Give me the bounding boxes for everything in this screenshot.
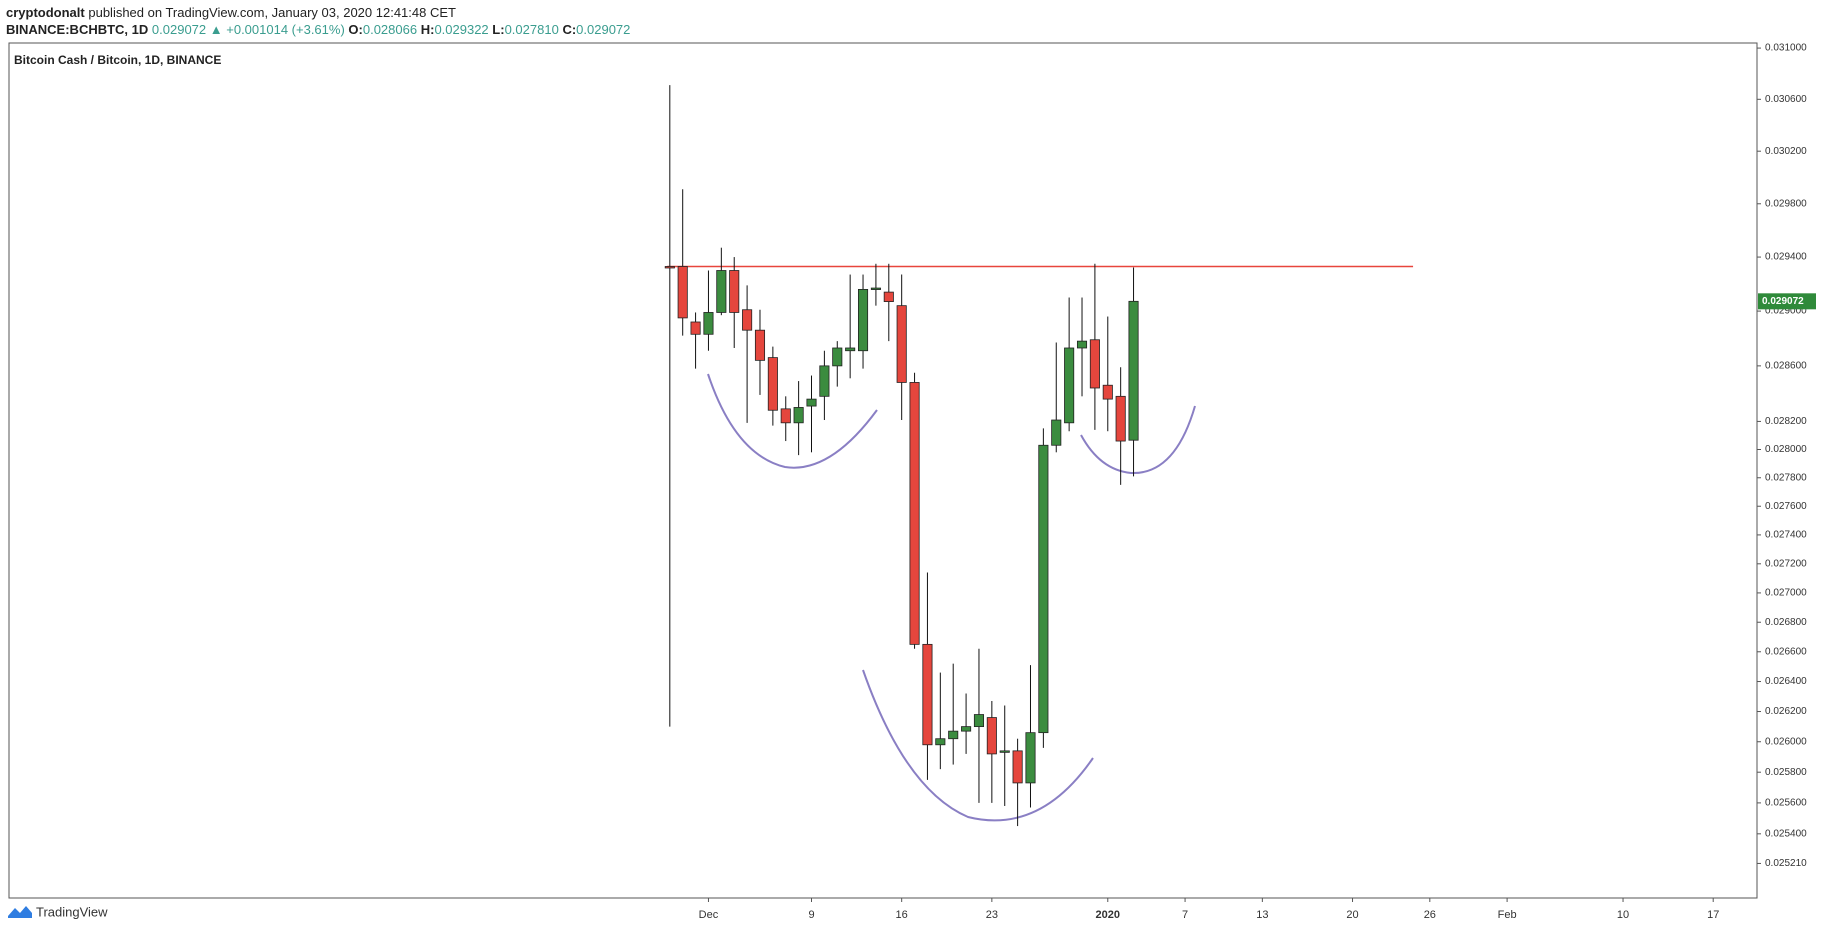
candle-body: [973, 714, 985, 728]
ohlc-key: O:: [348, 22, 363, 37]
header-line: cryptodonalt published on TradingView.co…: [6, 4, 630, 21]
candle-body: [742, 309, 753, 331]
brand: TradingView: [36, 904, 108, 919]
candle-body: [1064, 347, 1075, 424]
candle-body: [1076, 340, 1088, 349]
chart-title: Bitcoin Cash / Bitcoin, 1D, BINANCE: [14, 53, 221, 67]
candle-body: [703, 312, 714, 335]
y-tick-label: 0.029400: [1765, 252, 1807, 263]
y-tick-label: 0.027000: [1765, 588, 1807, 599]
candle-body: [1115, 395, 1126, 442]
change: ▲ +0.001014 (+3.61%): [209, 22, 345, 37]
x-tick-label: 10: [1617, 909, 1629, 921]
y-tick-label: 0.026400: [1765, 676, 1807, 687]
x-tick-label: 7: [1182, 909, 1188, 921]
candle-body: [986, 717, 997, 755]
candle-body: [857, 288, 869, 352]
candle-body: [845, 347, 856, 352]
candle-body: [1012, 750, 1023, 784]
y-tick-label: 0.028200: [1765, 416, 1807, 427]
x-tick-label: 26: [1424, 909, 1436, 921]
ohlc-key: H:: [420, 22, 435, 37]
candle-body: [935, 738, 946, 746]
y-tick-label: 0.027600: [1765, 501, 1807, 512]
candle-body: [961, 726, 972, 732]
drawing-arc: [707, 373, 878, 469]
header: cryptodonalt published on TradingView.co…: [6, 4, 630, 38]
y-tick-label: 0.030200: [1765, 146, 1807, 157]
candle-body: [716, 270, 727, 313]
ohlc-value: 0.029072: [576, 22, 631, 37]
y-tick-label: 0.031000: [1765, 43, 1807, 54]
brand-logo: [8, 906, 32, 918]
candle-body: [870, 287, 881, 290]
y-tick-label: 0.025210: [1765, 858, 1807, 869]
ohlc-value: 0.029322: [434, 22, 489, 37]
x-tick-label: 16: [896, 909, 908, 921]
candle-body: [677, 266, 688, 319]
candle-body: [1025, 732, 1036, 784]
x-tick-label: 13: [1256, 909, 1268, 921]
y-tick-label: 0.028600: [1765, 361, 1807, 372]
y-tick-label: 0.030600: [1765, 94, 1807, 105]
candle-body: [999, 750, 1010, 753]
ohlc-value: 0.027810: [504, 22, 559, 37]
y-tick-label: 0.025600: [1765, 798, 1807, 809]
candle-body: [754, 329, 766, 361]
ohlc-key: C:: [562, 22, 577, 37]
ohlc-key: L:: [492, 22, 505, 37]
y-tick-label: 0.028000: [1765, 444, 1807, 455]
y-tick-label: 0.027800: [1765, 472, 1807, 483]
candle-body: [832, 347, 843, 367]
candle-body: [1102, 384, 1113, 400]
drawing-arc: [1080, 405, 1196, 475]
candle-body: [1089, 339, 1100, 389]
candle-body: [922, 643, 933, 746]
candle-body: [780, 408, 791, 424]
candle-body: [729, 270, 740, 313]
header-line: BINANCE:BCHBTC, 1D 0.029072 ▲ +0.001014 …: [6, 21, 630, 38]
candle-body: [767, 357, 778, 411]
x-tick-label: 2020: [1096, 909, 1120, 921]
x-tick-label: 17: [1707, 909, 1719, 921]
x-tick-label: Dec: [699, 909, 719, 921]
y-tick-label: 0.027400: [1765, 530, 1807, 541]
x-tick-label: Feb: [1498, 909, 1517, 921]
author: cryptodonalt: [6, 5, 85, 20]
x-tick-label: 9: [808, 909, 814, 921]
drawing-arc: [862, 669, 1094, 822]
y-tick-label: 0.026800: [1765, 617, 1807, 628]
candle-body: [1128, 300, 1139, 441]
candle-body: [1051, 419, 1062, 446]
last-price-label: 0.029072: [1762, 296, 1804, 307]
candle-body: [883, 291, 894, 302]
y-tick-label: 0.026200: [1765, 706, 1807, 717]
symbol: BINANCE:BCHBTC, 1D: [6, 22, 149, 37]
last-price-box: [1758, 293, 1816, 310]
candle-body: [896, 305, 907, 383]
candle-body: [806, 398, 817, 407]
y-tick-label: 0.025800: [1765, 767, 1807, 778]
candle-body: [948, 730, 959, 740]
plot-frame: [8, 42, 1758, 899]
candle-body: [793, 407, 804, 424]
y-tick-label: 0.026000: [1765, 736, 1807, 747]
candle-body: [664, 266, 675, 269]
ohlc-value: 0.028066: [362, 22, 418, 37]
candle-body: [690, 321, 701, 335]
candle-body: [819, 365, 830, 397]
x-tick-label: 20: [1346, 909, 1358, 921]
y-tick-label: 0.027200: [1765, 558, 1807, 569]
y-tick-label: 0.029800: [1765, 198, 1807, 209]
candle-body: [909, 382, 920, 645]
candle-body: [1038, 444, 1049, 734]
last: 0.029072: [151, 22, 207, 37]
x-tick-label: 23: [986, 909, 998, 921]
published: published on TradingView.com, January 03…: [88, 5, 456, 20]
y-tick-label: 0.029000: [1765, 306, 1807, 317]
y-tick-label: 0.026600: [1765, 646, 1807, 657]
y-tick-label: 0.025400: [1765, 828, 1807, 839]
